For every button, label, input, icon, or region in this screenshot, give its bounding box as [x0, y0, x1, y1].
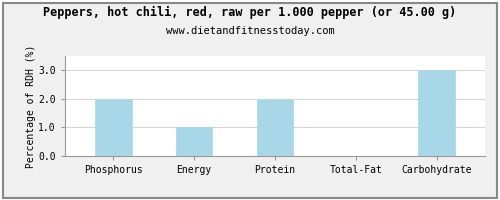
Bar	[96, 99, 132, 156]
Text: Peppers, hot chili, red, raw per 1.000 pepper (or 45.00 g): Peppers, hot chili, red, raw per 1.000 p…	[44, 6, 457, 19]
Y-axis label: Percentage of RDH (%): Percentage of RDH (%)	[26, 44, 36, 168]
Bar	[257, 99, 293, 156]
Bar	[176, 127, 212, 156]
Bar	[418, 70, 454, 156]
Text: www.dietandfitnesstoday.com: www.dietandfitnesstoday.com	[166, 26, 334, 36]
